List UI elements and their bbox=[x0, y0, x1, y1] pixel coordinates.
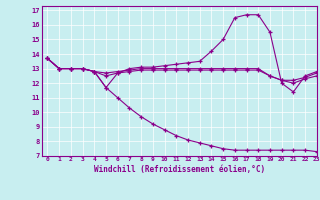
X-axis label: Windchill (Refroidissement éolien,°C): Windchill (Refroidissement éolien,°C) bbox=[94, 165, 265, 174]
